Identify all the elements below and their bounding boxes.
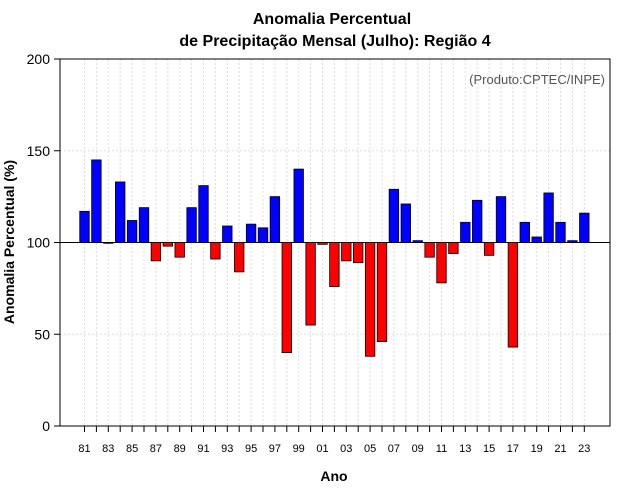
y-tick-label: 50	[34, 326, 50, 342]
bar-18	[519, 221, 530, 243]
x-axis-ticks: 81 83 85 87 89 91 93 95 97 99 01 03 05 07 09 11 13 15 17 19…	[78, 426, 590, 455]
x-tick-label: 81	[78, 443, 90, 455]
bar-05	[364, 242, 376, 357]
y-axis-ticks: 0 50 100 150 200	[27, 51, 60, 434]
chart-title-line1: Anomalia Percentual	[253, 11, 411, 28]
bar-94	[234, 242, 245, 273]
x-tick-label: 85	[126, 443, 138, 455]
bar-96	[257, 227, 269, 243]
x-tick-label: 13	[459, 443, 471, 455]
bar-13	[460, 221, 471, 243]
x-tick-label: 91	[197, 443, 209, 455]
x-tick-label: 05	[364, 443, 376, 455]
x-tick-label: 83	[102, 443, 114, 455]
bar-02	[329, 242, 340, 287]
bar-84	[115, 181, 126, 243]
bar-85	[126, 220, 138, 243]
bar-81	[79, 210, 90, 243]
x-tick-label: 15	[483, 443, 495, 455]
bars	[79, 159, 590, 357]
bar-06	[376, 242, 388, 342]
x-tick-label: 09	[412, 443, 424, 455]
x-tick-label: 99	[293, 443, 305, 455]
x-tick-label: 93	[221, 443, 233, 455]
bar-07	[388, 188, 400, 243]
bar-15	[483, 242, 495, 256]
x-tick-label: 03	[340, 443, 352, 455]
bar-20	[543, 192, 554, 243]
bar-17	[507, 242, 519, 348]
bar-23	[579, 212, 590, 243]
bar-89	[174, 242, 185, 258]
bar-12	[448, 242, 459, 254]
y-tick-label: 0	[42, 418, 50, 434]
bar-19	[531, 236, 542, 243]
x-axis-label: Ano	[320, 468, 347, 484]
bar-21	[555, 221, 566, 243]
bar-97	[269, 196, 281, 243]
x-tick-label: 21	[554, 443, 566, 455]
bar-99	[293, 168, 304, 243]
gridlines	[60, 58, 610, 427]
bar-04	[353, 242, 364, 264]
x-tick-label: 11	[436, 443, 447, 455]
bar-90	[186, 207, 197, 243]
bar-95	[245, 223, 257, 243]
x-tick-label: 87	[150, 443, 162, 455]
bar-87	[150, 242, 162, 262]
bar-98	[281, 242, 292, 353]
bar-00	[305, 242, 316, 326]
x-tick-label: 89	[174, 443, 186, 455]
y-tick-label: 100	[27, 235, 51, 251]
bar-03	[341, 242, 352, 262]
bar-86	[138, 207, 150, 243]
bar-11	[436, 242, 447, 284]
bar-93	[222, 225, 233, 243]
x-tick-label: 07	[388, 443, 400, 455]
x-tick-label: 17	[507, 443, 519, 455]
bar-88	[162, 242, 173, 247]
x-tick-label: 19	[531, 443, 543, 455]
bar-10	[424, 242, 435, 258]
bar-14	[472, 199, 483, 243]
x-tick-label: 23	[578, 443, 590, 455]
bar-08	[400, 203, 411, 243]
chart-title-line2: de Precipitação Mensal (Julho): Região 4	[179, 33, 490, 50]
y-tick-label: 200	[27, 51, 51, 67]
x-tick-label: 97	[269, 443, 281, 455]
bar-91	[198, 185, 209, 243]
y-axis-label: Anomalia Percentual (%)	[1, 160, 17, 324]
x-tick-label: 01	[316, 443, 328, 455]
bar-16	[495, 196, 507, 243]
x-tick-label: 95	[245, 443, 257, 455]
credit-label: (Produto:CPTEC/INPE)	[469, 72, 605, 87]
y-tick-label: 150	[27, 143, 51, 159]
bar-82	[91, 159, 102, 243]
bar-92	[210, 242, 221, 260]
